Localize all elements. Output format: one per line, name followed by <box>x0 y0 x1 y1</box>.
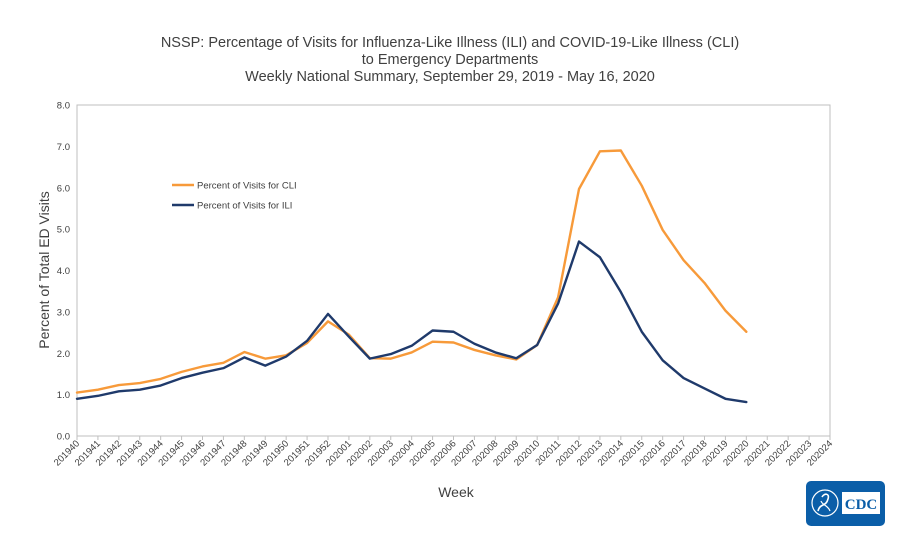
series-line-cli <box>75 149 748 394</box>
x-axis-title: Week <box>438 484 475 500</box>
y-tick-label: 6.0 <box>57 183 70 194</box>
legend-label: Percent of Visits for CLI <box>197 181 297 192</box>
legend-label: Percent of Visits for ILI <box>197 201 292 212</box>
y-tick-label: 5.0 <box>57 225 70 236</box>
y-tick-label: 1.0 <box>57 390 70 401</box>
y-tick-label: 7.0 <box>57 142 70 153</box>
y-tick-label: 8.0 <box>57 101 70 112</box>
y-tick-labels: 0.0 1.0 2.0 3.0 4.0 5.0 6.0 7.0 8.0 <box>57 101 70 443</box>
y-tick-label: 2.0 <box>57 349 70 360</box>
chart-title: NSSP: Percentage of Visits for Influenza… <box>161 35 739 85</box>
title-line: NSSP: Percentage of Visits for Influenza… <box>161 35 739 51</box>
title-line: to Emergency Departments <box>362 52 539 68</box>
chart-series <box>75 149 748 404</box>
chart-legend: Percent of Visits for CLI Percent of Visi… <box>172 181 297 212</box>
series-line-ili <box>75 240 748 404</box>
y-axis-title: Percent of Total ED Visits <box>36 191 52 348</box>
title-line: Weekly National Summary, September 29, 2… <box>245 69 655 85</box>
plot-frame <box>76 104 831 437</box>
y-tick-label: 3.0 <box>57 307 70 318</box>
x-tick-labels: 2019402019412019422019432019442019452019… <box>52 438 835 468</box>
y-tick-label: 4.0 <box>57 266 70 277</box>
cdc-logo-text: CDC <box>845 497 878 513</box>
cdc-logo: CDC <box>806 481 885 526</box>
y-tick-label: 0.0 <box>57 432 70 443</box>
chart-axes <box>76 104 831 440</box>
